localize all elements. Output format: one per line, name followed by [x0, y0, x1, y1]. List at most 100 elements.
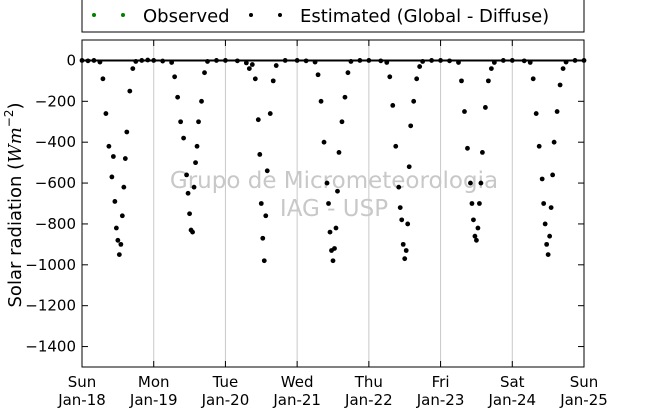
- legend-label-observed: Observed: [143, 6, 230, 27]
- data-point-estimated-global-diffuse: [196, 119, 201, 125]
- data-point-estimated-global-diffuse: [468, 180, 473, 186]
- data-point-estimated-global-diffuse: [124, 129, 130, 135]
- data-point-estimated-global-diffuse: [548, 205, 554, 210]
- data-point-estimated-global-diffuse: [456, 60, 461, 65]
- data-point-estimated-global-diffuse: [527, 60, 533, 65]
- x-tick-label-day: Fri: [432, 373, 450, 391]
- data-point-estimated-global-diffuse: [303, 58, 309, 64]
- data-point-estimated-global-diffuse: [541, 201, 547, 206]
- data-point-estimated-global-diffuse: [366, 58, 372, 63]
- data-point-estimated-global-diffuse: [500, 58, 506, 63]
- y-axis-label-exponent: −2: [2, 110, 16, 128]
- data-point-estimated-global-diffuse: [119, 213, 125, 219]
- data-point-estimated-global-diffuse: [327, 229, 333, 235]
- data-point-estimated-global-diffuse: [348, 59, 354, 64]
- y-tick-label: −600: [35, 174, 76, 192]
- data-point-estimated-global-diffuse: [551, 139, 557, 145]
- data-point-estimated-global-diffuse: [488, 66, 494, 72]
- x-tick-label-date: Jan-19: [129, 391, 178, 409]
- data-point-estimated-global-diffuse: [462, 109, 467, 114]
- data-point-estimated-global-diffuse: [103, 111, 109, 116]
- legend-marker-observed-2: [121, 13, 125, 17]
- data-point-estimated-global-diffuse: [185, 190, 191, 196]
- data-point-estimated-global-diffuse: [133, 59, 139, 64]
- data-point-estimated-global-diffuse: [420, 59, 426, 64]
- x-tick-label-date: Jan-18: [57, 391, 106, 409]
- data-point-estimated-global-diffuse: [312, 59, 318, 65]
- data-point-estimated-global-diffuse: [264, 168, 270, 174]
- data-point-estimated-global-diffuse: [91, 58, 97, 63]
- data-point-estimated-global-diffuse: [536, 143, 542, 149]
- data-point-estimated-global-diffuse: [261, 258, 267, 264]
- legend-marker-observed-1: [92, 13, 96, 17]
- data-point-estimated-global-diffuse: [321, 139, 327, 145]
- data-point-estimated-global-diffuse: [112, 199, 118, 204]
- data-point-estimated-global-diffuse: [160, 58, 166, 64]
- data-point-estimated-global-diffuse: [121, 184, 127, 190]
- data-point-estimated-global-diffuse: [485, 78, 491, 84]
- x-tick-label-date: Jan-25: [559, 391, 608, 409]
- x-tick-label-day: Thu: [354, 373, 383, 391]
- x-tick-label-day: Sun: [68, 373, 97, 391]
- data-point-estimated-global-diffuse: [106, 143, 112, 149]
- data-point-estimated-global-diffuse: [318, 98, 324, 104]
- data-point-estimated-global-diffuse: [474, 237, 479, 243]
- data-point-estimated-global-diffuse: [405, 221, 411, 227]
- data-point-estimated-global-diffuse: [193, 160, 198, 166]
- data-point-estimated-global-diffuse: [544, 241, 550, 247]
- data-point-estimated-global-diffuse: [202, 70, 207, 76]
- legend-marker-estimated-2: [278, 13, 282, 17]
- data-point-estimated-global-diffuse: [109, 174, 115, 180]
- data-point-estimated-global-diffuse: [393, 143, 399, 149]
- data-point-estimated-global-diffuse: [547, 233, 553, 239]
- data-point-estimated-global-diffuse: [335, 188, 340, 194]
- data-point-estimated-global-diffuse: [533, 111, 539, 116]
- data-point-estimated-global-diffuse: [191, 184, 197, 190]
- data-point-estimated-global-diffuse: [438, 58, 443, 63]
- data-point-estimated-global-diffuse: [205, 59, 210, 64]
- data-point-estimated-global-diffuse: [273, 63, 279, 68]
- data-point-estimated-global-diffuse: [255, 117, 261, 123]
- data-point-estimated-global-diffuse: [390, 103, 396, 108]
- data-point-estimated-global-diffuse: [326, 201, 331, 206]
- data-point-estimated-global-diffuse: [459, 78, 464, 84]
- data-point-estimated-global-diffuse: [396, 184, 402, 190]
- watermark-text: IAG - USP: [280, 196, 388, 222]
- data-point-estimated-global-diffuse: [130, 66, 136, 72]
- y-tick-label: −400: [35, 133, 76, 151]
- watermark-text: Grupo de Micrometeorologia: [170, 168, 498, 194]
- data-point-estimated-global-diffuse: [100, 76, 106, 82]
- data-point-estimated-global-diffuse: [336, 150, 342, 155]
- data-point-estimated-global-diffuse: [214, 58, 219, 63]
- y-axis-label-suffix: ): [5, 102, 26, 109]
- data-point-estimated-global-diffuse: [263, 213, 269, 219]
- data-point-estimated-global-diffuse: [113, 225, 119, 231]
- y-tick-label: −1400: [25, 338, 76, 356]
- y-tick-label: −1200: [25, 297, 76, 315]
- legend-frame: [81, 0, 585, 33]
- data-point-estimated-global-diffuse: [387, 74, 393, 80]
- data-point-estimated-global-diffuse: [397, 205, 403, 210]
- data-point-estimated-global-diffuse: [339, 119, 345, 125]
- data-point-estimated-global-diffuse: [172, 74, 178, 80]
- data-point-estimated-global-diffuse: [411, 98, 417, 104]
- data-point-estimated-global-diffuse: [400, 241, 406, 247]
- data-point-estimated-global-diffuse: [384, 60, 390, 65]
- data-point-estimated-global-diffuse: [258, 201, 264, 206]
- data-point-estimated-global-diffuse: [194, 143, 200, 149]
- data-point-estimated-global-diffuse: [324, 180, 330, 186]
- data-point-estimated-global-diffuse: [223, 58, 228, 63]
- axes-frame: [81, 39, 585, 368]
- y-tick-label: −200: [35, 92, 76, 110]
- data-point-estimated-global-diffuse: [357, 58, 363, 63]
- data-point-estimated-global-diffuse: [187, 211, 192, 217]
- x-tick-label-date: Jan-24: [487, 391, 536, 409]
- data-point-estimated-global-diffuse: [249, 62, 255, 67]
- data-point-estimated-global-diffuse: [332, 246, 337, 251]
- data-point-estimated-global-diffuse: [572, 58, 578, 63]
- y-tick-label: −800: [35, 215, 76, 233]
- x-tick-label-date: Jan-23: [416, 391, 465, 409]
- data-point-estimated-global-diffuse: [178, 119, 184, 125]
